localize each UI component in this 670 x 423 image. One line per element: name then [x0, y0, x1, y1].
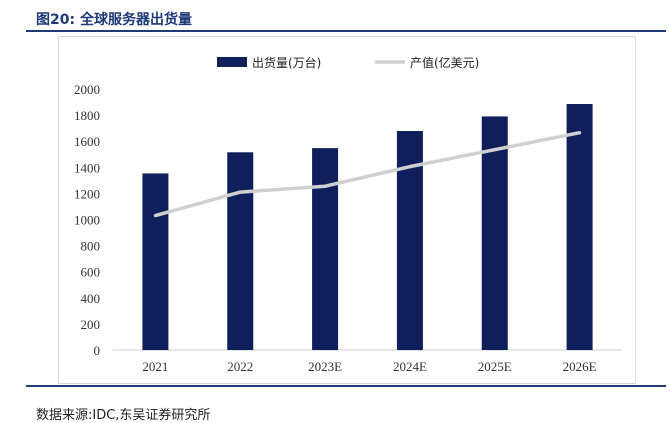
bar: [142, 173, 169, 350]
y-tick-label: 600: [81, 265, 101, 280]
line-point: [153, 213, 158, 218]
top-rule: [26, 30, 666, 32]
y-tick-label: 200: [81, 317, 101, 332]
y-tick-label: 1400: [74, 160, 100, 175]
y-tick-label: 800: [81, 239, 101, 254]
bar: [481, 116, 508, 350]
bar: [227, 152, 254, 350]
chart-frame: [58, 36, 636, 384]
legend-label-bar: 出货量(万台): [252, 55, 321, 70]
bottom-rule: [26, 385, 666, 387]
legend-swatch-bar: [217, 57, 247, 67]
bar: [312, 148, 339, 350]
figure-title: 图20: 全球服务器出货量: [36, 12, 192, 28]
y-tick-label: 2000: [74, 82, 100, 97]
y-tick-label: 1200: [74, 186, 100, 201]
y-tick-label: 0: [94, 343, 101, 358]
x-tick-label: 2021: [142, 359, 168, 374]
line-series: [154, 131, 580, 218]
x-tick-label: 2026E: [563, 359, 597, 374]
source-note: 数据来源:IDC,东吴证券研究所: [36, 408, 211, 423]
line-point: [577, 131, 582, 135]
bar: [566, 104, 593, 350]
y-tick-label: 400: [81, 291, 101, 306]
x-tick-label: 2023E: [308, 359, 342, 374]
line-point: [408, 165, 412, 169]
line-point: [238, 190, 242, 194]
x-tick-label: 2024E: [393, 359, 427, 374]
y-tick-label: 1600: [74, 134, 100, 149]
line-point: [493, 148, 497, 152]
legend-label-line: 产值(亿美元): [410, 55, 479, 70]
y-tick-label: 1800: [74, 108, 100, 123]
y-tick-label: 1000: [74, 213, 100, 228]
x-tick-label: 2022: [227, 359, 253, 374]
line-point: [323, 184, 327, 188]
x-tick-label: 2025E: [478, 359, 512, 374]
